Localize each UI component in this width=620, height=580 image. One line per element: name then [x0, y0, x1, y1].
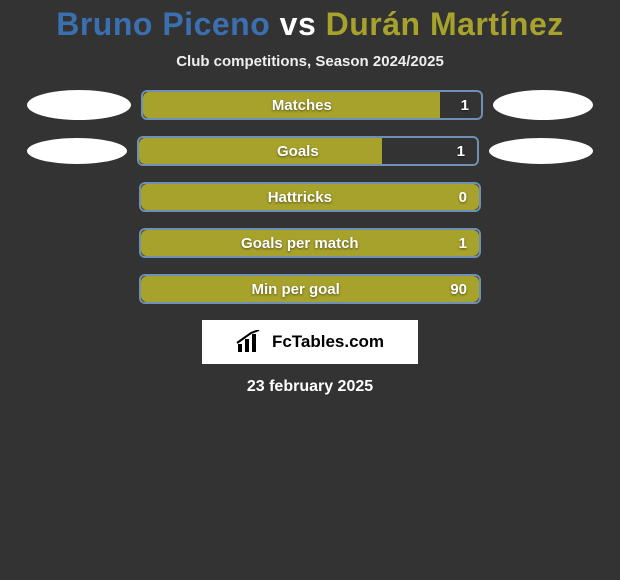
player2-name: Durán Martínez [326, 6, 564, 42]
stat-bar: Goals per match1 [139, 228, 481, 258]
stat-bar: Matches1 [141, 90, 483, 120]
logo-text: FcTables.com [272, 332, 384, 352]
stat-row: Goals per match1 [0, 228, 620, 258]
stat-value: 90 [450, 281, 479, 298]
logo-box: FcTables.com [202, 320, 418, 364]
stat-row: Matches1 [0, 90, 620, 120]
stat-value: 1 [461, 97, 481, 114]
vs-text: vs [280, 6, 317, 42]
subtitle: Club competitions, Season 2024/2025 [0, 53, 620, 70]
left-ellipse [27, 138, 127, 164]
stat-label: Hattricks [141, 189, 459, 206]
stat-bar: Min per goal90 [139, 274, 481, 304]
stat-row: Min per goal90 [0, 274, 620, 304]
stat-bar: Goals1 [137, 136, 479, 166]
stat-value: 1 [457, 143, 477, 160]
stat-value: 0 [459, 189, 479, 206]
stat-row: Hattricks0 [0, 182, 620, 212]
stat-bar: Hattricks0 [139, 182, 481, 212]
left-ellipse [27, 90, 131, 120]
stat-label: Goals per match [141, 235, 459, 252]
page-title: Bruno Piceno vs Durán Martínez [0, 0, 620, 43]
bars-icon [236, 330, 264, 354]
stat-value: 1 [459, 235, 479, 252]
stat-label: Matches [143, 97, 461, 114]
stat-label: Min per goal [141, 281, 450, 298]
stat-row: Goals1 [0, 136, 620, 166]
player1-name: Bruno Piceno [56, 6, 270, 42]
date: 23 february 2025 [0, 378, 620, 396]
stats-rows: Matches1Goals1Hattricks0Goals per match1… [0, 90, 620, 304]
stat-label: Goals [139, 143, 457, 160]
right-ellipse [493, 90, 593, 120]
right-ellipse [489, 138, 593, 164]
